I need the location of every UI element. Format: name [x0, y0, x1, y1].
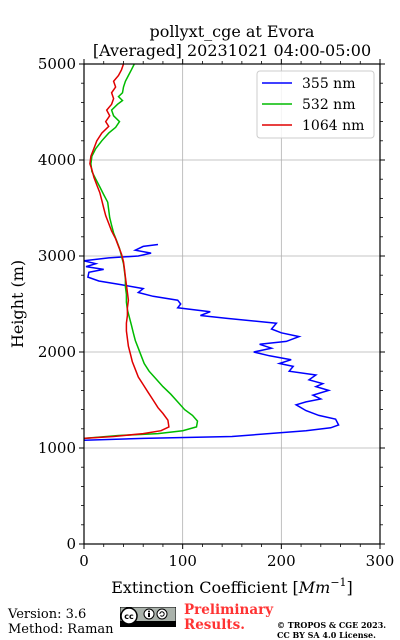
- version-label: Version: 3.6: [8, 607, 87, 622]
- y-axis-label: Height (m): [8, 260, 27, 348]
- preliminary-line-2: Results.: [184, 617, 245, 633]
- svg-text:cc: cc: [124, 612, 134, 621]
- copyright-line-2: CC BY SA 4.0 License.: [277, 630, 376, 640]
- x-tick-label: 200: [267, 552, 296, 570]
- legend-label: 532 nm: [302, 97, 355, 113]
- copyright-line-1: © TROPOS & CGE 2023.: [277, 620, 387, 630]
- series-line-355-nm: [84, 243, 340, 442]
- chart-title-line-2: [Averaged] 20231021 04:00-05:00: [92, 41, 372, 60]
- plot-frame: [83, 63, 381, 545]
- chart-title-line-1: pollyxt_cge at Evora: [149, 22, 315, 41]
- copyright-note: © TROPOS & CGE 2023. CC BY SA 4.0 Licens…: [277, 620, 386, 640]
- x-tick-label: 300: [366, 552, 395, 570]
- axes: 0 100 200 300010002000300040005000Extinctio…: [8, 55, 394, 597]
- x-tick-label: 100: [168, 552, 197, 570]
- y-tick-label: 1000: [38, 439, 76, 457]
- y-tick-label: 2000: [38, 343, 76, 361]
- legend-label: 1064 nm: [302, 118, 364, 134]
- series-lines: [84, 64, 340, 442]
- series-line-1064-nm: [84, 64, 170, 440]
- y-tick-label: 4000: [38, 151, 76, 169]
- preliminary-results-note: Preliminary Results.: [184, 603, 273, 633]
- preliminary-line-1: Preliminary: [184, 602, 274, 618]
- cc-by-sa-badge: cc: [120, 607, 176, 627]
- y-tick-label: 3000: [38, 247, 76, 265]
- legend: 355 nm 532 nm 1064 nm: [256, 70, 375, 139]
- y-tick-label: 5000: [38, 55, 76, 73]
- y-tick-label: 0: [66, 535, 76, 553]
- x-axis-label: Extinction Coefficient [Mm−1]: [111, 576, 353, 597]
- legend-box: [256, 70, 375, 139]
- x-tick-label: 0: [79, 552, 89, 570]
- legend-label: 355 nm: [302, 76, 355, 92]
- method-label: Method: Raman: [8, 622, 114, 637]
